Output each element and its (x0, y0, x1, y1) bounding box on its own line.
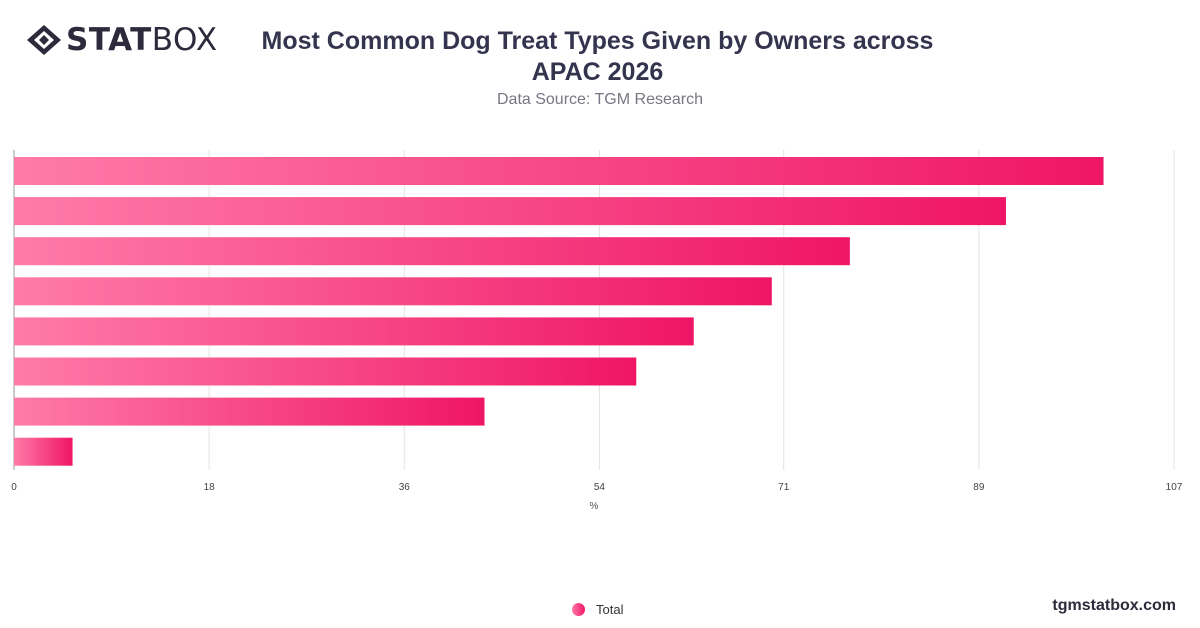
statbox-logo: STATBOX (26, 22, 218, 58)
bar-7[interactable] (14, 397, 485, 426)
bar-1[interactable] (14, 157, 1104, 185)
legend-label-total: Total (596, 602, 624, 617)
bars (14, 157, 1104, 466)
x-tick-label: 71 (778, 482, 790, 493)
bar-6[interactable] (14, 357, 637, 386)
diamond-logo-icon (27, 25, 61, 55)
x-tick-label: 0 (11, 482, 17, 493)
x-tick-label: 18 (204, 482, 216, 493)
logo-light-text: BOX (151, 22, 218, 58)
logo-wordmark: STATBOX (66, 22, 218, 58)
bar-4[interactable] (14, 277, 772, 306)
bar-5[interactable] (14, 317, 694, 346)
bar-3[interactable] (14, 237, 850, 266)
bar-8[interactable] (14, 437, 73, 466)
bar-2[interactable] (14, 197, 1006, 226)
x-axis-label: % (590, 501, 599, 512)
logo-bold-text: STAT (66, 22, 152, 58)
x-axis-ticks: 0 18 36 54 71 89 107 (11, 482, 1183, 493)
x-tick-label: 107 (1166, 482, 1183, 493)
legend-marker-icon (572, 603, 585, 616)
x-tick-label: 36 (399, 482, 411, 493)
x-tick-label: 89 (973, 482, 985, 493)
chart-title: Most Common Dog Treat Types Given by Own… (261, 27, 934, 86)
legend[interactable]: Total (572, 602, 623, 617)
x-tick-label: 54 (594, 482, 606, 493)
chart-subtitle: Data Source: TGM Research (496, 91, 703, 108)
site-url: tgmstatbox.com (1052, 597, 1176, 614)
